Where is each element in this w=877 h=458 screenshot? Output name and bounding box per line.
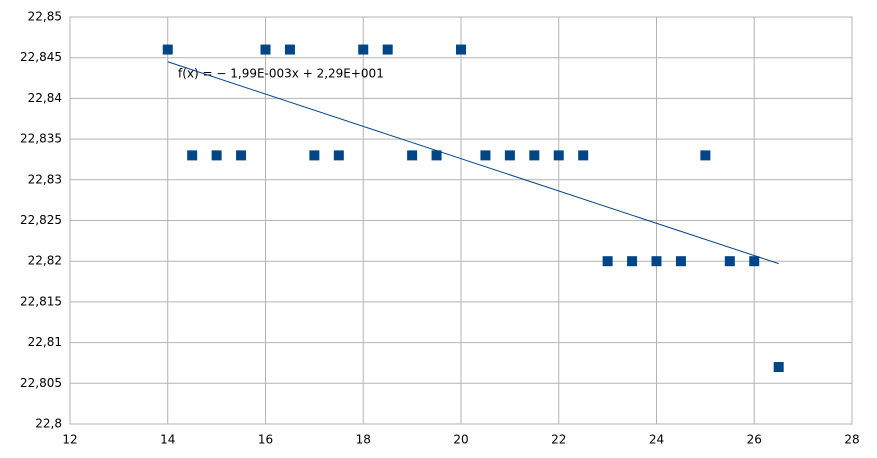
point <box>480 150 491 161</box>
point <box>260 44 271 55</box>
x-tick-label: 24 <box>649 433 664 447</box>
point <box>749 256 760 267</box>
x-tick-label: 22 <box>551 433 566 447</box>
point <box>529 150 540 161</box>
point <box>162 44 173 55</box>
point <box>651 256 662 267</box>
point <box>553 150 564 161</box>
point <box>578 150 589 161</box>
x-tick-label: 14 <box>160 433 175 447</box>
y-tick-label: 22,8 <box>35 417 62 431</box>
y-tick-label: 22,805 <box>20 376 62 390</box>
point <box>504 150 515 161</box>
y-tick-label: 22,85 <box>28 10 62 24</box>
y-tick-label: 22,835 <box>20 132 62 146</box>
y-tick-label: 22,82 <box>28 254 62 268</box>
trendline <box>167 61 779 265</box>
point <box>627 256 638 267</box>
point <box>236 150 247 161</box>
x-tick-label: 18 <box>356 433 371 447</box>
point <box>675 256 686 267</box>
x-tick-label: 28 <box>844 433 859 447</box>
y-tick-label: 22,81 <box>28 335 62 349</box>
point <box>358 44 369 55</box>
point <box>382 44 393 55</box>
point <box>187 150 198 161</box>
x-tick-label: 12 <box>62 433 77 447</box>
point <box>431 150 442 161</box>
point <box>284 44 295 55</box>
y-tick-label: 22,83 <box>28 172 62 186</box>
point <box>724 256 735 267</box>
point <box>211 150 222 161</box>
point <box>773 362 784 373</box>
x-tick-label: 20 <box>453 433 468 447</box>
point <box>407 150 418 161</box>
y-tick-label: 22,84 <box>28 91 62 105</box>
x-tick-label: 26 <box>747 433 762 447</box>
x-tick-label: 16 <box>258 433 273 447</box>
y-tick-label: 22,825 <box>20 213 62 227</box>
point <box>700 150 711 161</box>
y-tick-label: 22,815 <box>20 294 62 308</box>
point <box>309 150 320 161</box>
trendline-equation: f(x) = − 1,99E-003x + 2,29E+001 <box>178 67 384 81</box>
point <box>456 44 466 55</box>
point <box>333 150 344 161</box>
plot-frame <box>69 16 853 425</box>
point <box>602 256 613 267</box>
y-tick-label: 22,845 <box>20 50 62 64</box>
